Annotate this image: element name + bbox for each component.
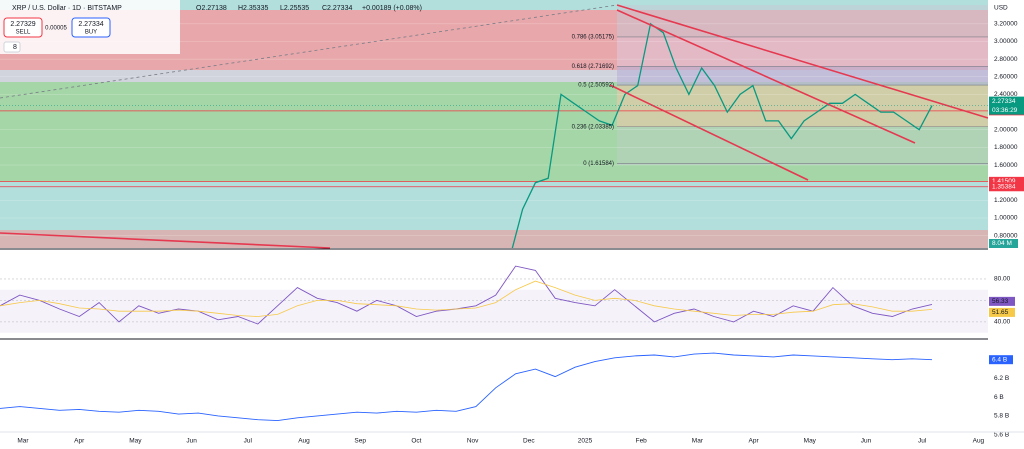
price-tag-label: 1.35384 [992, 183, 1016, 190]
price-tag-label: 1.41509 [992, 178, 1016, 185]
data-line [0, 265, 933, 325]
x-tick-label: Jun [186, 438, 197, 445]
buy-label: BUY [85, 30, 97, 36]
fib-label: 0.5 (2.50592) [578, 83, 614, 89]
y-tick-label: 2.80000 [994, 56, 1018, 63]
obv-tag-label: 6.4 B [992, 356, 1007, 363]
y-tick-label: 40.00 [994, 319, 1011, 326]
countdown: 03:36:29 [992, 107, 1018, 114]
y-tick-label: 5.6 B [994, 431, 1009, 438]
volume-tag [989, 239, 1018, 248]
y-tick-label: 2.00000 [994, 126, 1018, 133]
symbol: XRP / U.S. Dollar · 1D · BITSTAMP [12, 5, 122, 12]
fib-zone [617, 66, 988, 86]
open: O2.27138 [196, 5, 227, 12]
y-tick-label: 2.40000 [994, 91, 1018, 98]
rsi-tag-label: 51.65 [992, 309, 1009, 316]
x-tick-label: Aug [298, 438, 310, 445]
trend-lines [0, 4, 989, 249]
change: +0.00189 (+0.08%) [362, 5, 422, 12]
indicators-count: 8 [13, 44, 17, 51]
x-tick-label: May [804, 438, 817, 445]
data-line [0, 352, 933, 422]
buy-button[interactable] [71, 17, 111, 38]
x-tick-label: Dec [523, 438, 535, 445]
y-tick-label: 1.20000 [994, 197, 1018, 204]
last-price-tag [989, 96, 1024, 115]
obv-tag [989, 355, 1013, 365]
price-tag [989, 182, 1024, 192]
background-zones [0, 0, 988, 248]
y-tick-label: 2.60000 [994, 74, 1018, 81]
x-tick-label: Sep [354, 438, 366, 445]
x-tick-label: Jul [918, 438, 927, 445]
x-tick-label: Jun [861, 438, 872, 445]
last-price: 2.27334 [992, 98, 1016, 105]
sell-button[interactable] [3, 17, 43, 38]
fib-label: 0 (1.61584) [583, 161, 614, 167]
fib-label: 0.618 (2.71692) [572, 64, 614, 70]
rsi-tag [989, 296, 1015, 306]
y-tick-label: 6 B [994, 394, 1004, 401]
x-tick-label: Nov [467, 438, 479, 445]
data-line [0, 280, 933, 317]
data-line [511, 22, 933, 248]
sell-label: SELL [16, 30, 31, 36]
y-tick-label: 6.2 B [994, 375, 1009, 382]
low: L2.25535 [280, 5, 309, 12]
rsi-tag [989, 307, 1015, 317]
y-tick-label: 80.00 [994, 276, 1011, 283]
x-tick-label: Apr [74, 438, 85, 445]
y-tick-label: 0.80000 [994, 232, 1018, 239]
x-tick-label: 2025 [578, 438, 593, 445]
x-tick-label: Aug [973, 438, 985, 445]
x-tick-label: Jul [244, 438, 253, 445]
volume-label: 8.04 M [992, 240, 1012, 247]
x-tick-label: Mar [17, 438, 29, 445]
x-tick-label: Oct [411, 438, 421, 445]
currency: USD [994, 5, 1008, 12]
price-axis [988, 0, 1024, 449]
indicators-toggle[interactable] [3, 41, 21, 53]
y-tick-label: 3.00000 [994, 38, 1018, 45]
x-tick-label: May [129, 438, 142, 445]
y-tick-label: 1.80000 [994, 144, 1018, 151]
spread: 0.00005 [45, 26, 67, 32]
fib-label: 0.786 (3.05175) [572, 34, 614, 40]
high: H2.35335 [238, 5, 268, 12]
price-tag [989, 176, 1024, 186]
x-tick-label: Apr [749, 438, 760, 445]
x-tick-label: Mar [692, 438, 704, 445]
y-tick-label: 5.8 B [994, 413, 1009, 420]
close: C2.27334 [322, 5, 352, 12]
buy-price: 2.27334 [78, 21, 103, 28]
rsi-tag-label: 56.33 [992, 298, 1009, 305]
y-tick-label: 1.00000 [994, 215, 1018, 222]
y-tick-label: 1.60000 [994, 162, 1018, 169]
y-tick-label: 3.20000 [994, 21, 1018, 28]
sell-price: 2.27329 [10, 21, 35, 28]
fib-label: 0.236 (2.03385) [572, 124, 614, 130]
x-tick-label: Feb [636, 438, 648, 445]
fib-zone [617, 126, 988, 164]
